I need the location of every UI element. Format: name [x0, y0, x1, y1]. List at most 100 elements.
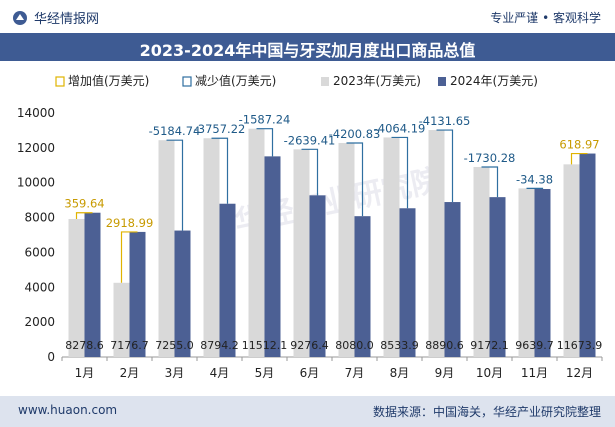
value-label-2024: 8794.2 [200, 339, 239, 352]
bar-2024 [264, 156, 281, 357]
increase-bracket [120, 231, 138, 283]
legend-label: 2023年(万美元) [333, 74, 421, 88]
bar-2023 [563, 164, 580, 357]
y-tick-label: 8000 [24, 211, 55, 225]
bar-2023 [113, 282, 130, 357]
x-tick-label: 8月 [390, 366, 410, 380]
x-tick-label: 12月 [566, 366, 593, 380]
bar-2024 [579, 153, 596, 357]
change-label: 359.64 [64, 197, 104, 211]
value-label-2024: 8533.9 [380, 339, 419, 352]
x-tick-label: 10月 [476, 366, 503, 380]
change-label: -34.38 [516, 172, 553, 186]
legend-swatch-decrease [182, 76, 192, 87]
legend-label: 2024年(万美元) [450, 74, 538, 88]
value-label-2024: 8890.6 [425, 339, 464, 352]
value-label-2024: 7176.7 [110, 339, 149, 352]
bar-2023 [473, 166, 490, 357]
change-label: 618.97 [559, 138, 599, 152]
bar-2024 [354, 216, 371, 357]
value-label-2024: 9276.4 [290, 339, 329, 352]
y-tick-label: 2000 [24, 315, 55, 329]
bar-2024 [174, 230, 191, 357]
bar-2024 [534, 188, 551, 357]
bar-2023 [293, 149, 310, 357]
chart-title: 2023-2024年中国与牙买加月度出口商品总值 [139, 41, 476, 60]
value-label-2024: 9172.1 [470, 339, 509, 352]
increase-bracket [75, 212, 93, 219]
bar-2023 [248, 128, 265, 357]
y-tick-label: 6000 [24, 245, 55, 259]
y-tick-label: 12000 [17, 141, 55, 155]
decrease-bracket [436, 129, 454, 203]
footer-site: www.huaon.com [18, 403, 118, 417]
x-tick-label: 11月 [521, 366, 548, 380]
y-tick-label: 4000 [24, 280, 55, 294]
bar-2024 [399, 208, 416, 357]
value-label-2024: 11673.9 [557, 339, 603, 352]
brand-name: 华经情报网 [34, 12, 100, 27]
bar-2024 [489, 197, 506, 357]
bar-2024 [219, 203, 236, 357]
decrease-bracket [391, 136, 409, 209]
value-label-2024: 7255.0 [155, 339, 194, 352]
value-label-2024: 11512.1 [242, 339, 288, 352]
x-tick-label: 6月 [300, 366, 320, 380]
legend-swatch-2023 [321, 77, 329, 86]
change-label: 2918.99 [106, 216, 154, 230]
decrease-bracket [346, 142, 364, 217]
change-label: -1587.24 [239, 113, 291, 127]
value-label-2024: 9639.7 [515, 339, 554, 352]
x-tick-label: 1月 [75, 366, 95, 380]
top-bar: 华经情报网 专业严谨 • 客观科学 [0, 0, 615, 33]
change-label: -3757.22 [194, 122, 246, 136]
legend-swatch-2024 [438, 77, 446, 86]
logo-icon [12, 10, 28, 26]
bar-2023 [158, 140, 175, 357]
x-tick-label: 3月 [165, 366, 185, 380]
bar-2023 [428, 130, 445, 357]
y-tick-label: 0 [47, 350, 55, 364]
bar-2023 [203, 138, 220, 357]
bar-2024 [129, 231, 146, 357]
change-label: -1730.28 [464, 151, 516, 165]
x-tick-label: 4月 [210, 366, 230, 380]
change-label: -4131.65 [419, 114, 471, 128]
change-label: -4200.83 [329, 127, 381, 141]
decrease-bracket [211, 137, 229, 204]
legend-label: 减少值(万美元) [195, 73, 276, 88]
decrease-bracket [481, 166, 499, 198]
change-label: -5184.74 [149, 124, 201, 138]
bar-2023 [68, 218, 85, 357]
x-tick-label: 2月 [120, 366, 140, 380]
legend-label: 增加值(万美元) [68, 73, 149, 88]
change-label: -4064.19 [374, 121, 426, 135]
bar-2023 [338, 142, 355, 357]
decrease-bracket [301, 148, 319, 196]
bar-2024 [84, 212, 101, 357]
legend-swatch-increase [55, 76, 65, 87]
bar-2024 [444, 202, 461, 357]
increase-bracket [570, 152, 588, 165]
bar-2023 [383, 137, 400, 357]
x-tick-label: 7月 [345, 366, 365, 380]
x-tick-label: 5月 [255, 366, 275, 380]
header-tags: 专业严谨 • 客观科学 [490, 11, 601, 25]
change-label: -2639.41 [284, 133, 336, 147]
value-label-2024: 8278.6 [65, 339, 104, 352]
decrease-bracket [256, 128, 274, 157]
bar-2023 [518, 188, 535, 357]
y-tick-label: 10000 [17, 176, 55, 190]
x-tick-label: 9月 [435, 366, 455, 380]
decrease-bracket [166, 139, 184, 231]
brand: 华经情报网 [12, 8, 99, 27]
bar-2024 [309, 195, 326, 357]
footer: www.huaon.com 数据来源：中国海关，华经产业研究院整理 [0, 396, 615, 427]
footer-source: 数据来源：中国海关，华经产业研究院整理 [372, 405, 601, 419]
value-label-2024: 8080.0 [335, 339, 374, 352]
y-tick-label: 14000 [17, 106, 55, 120]
decrease-bracket [526, 187, 544, 189]
title-bar: 2023-2024年中国与牙买加月度出口商品总值 [0, 33, 615, 61]
